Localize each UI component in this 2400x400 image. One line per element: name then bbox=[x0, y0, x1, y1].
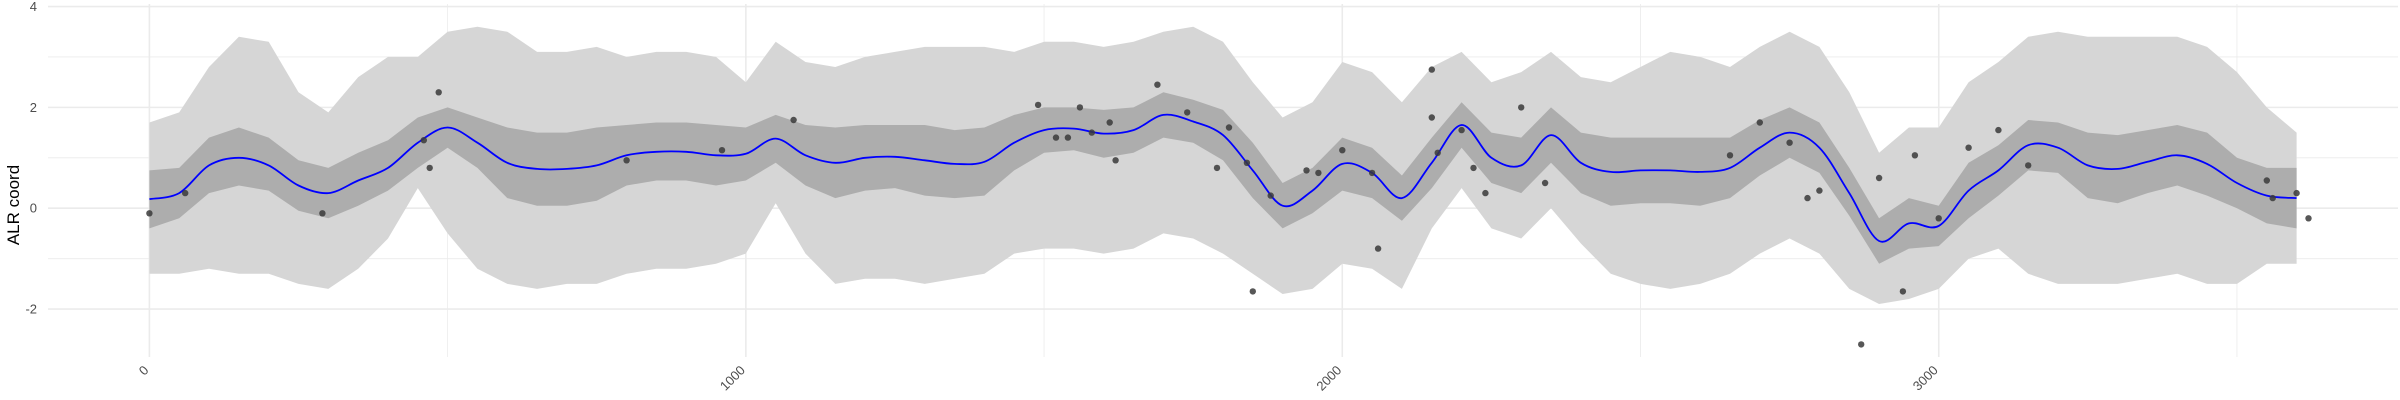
data-point bbox=[1076, 104, 1084, 111]
data-point bbox=[1428, 114, 1436, 121]
outer-interval-band bbox=[149, 26, 2297, 304]
data-point bbox=[2293, 189, 2300, 197]
data-point bbox=[1315, 169, 1322, 177]
y-tick-label: 0 bbox=[30, 201, 37, 216]
data-point bbox=[2269, 194, 2276, 202]
data-point bbox=[1339, 147, 1346, 154]
mean-line bbox=[149, 113, 2297, 243]
data-point bbox=[1106, 119, 1113, 126]
data-point bbox=[1249, 288, 1257, 295]
data-point bbox=[1112, 157, 1119, 164]
y-axis-title: ALR coord bbox=[4, 165, 23, 245]
data-point bbox=[790, 116, 797, 124]
data-point bbox=[2263, 177, 2270, 184]
data-point bbox=[2025, 162, 2032, 169]
data-point bbox=[146, 210, 153, 217]
data-point bbox=[1899, 288, 1907, 295]
data-point bbox=[420, 137, 427, 144]
data-point bbox=[1052, 134, 1060, 141]
data-point bbox=[435, 89, 442, 96]
data-point bbox=[1243, 159, 1251, 166]
data-point bbox=[1303, 167, 1310, 174]
point-layer bbox=[146, 66, 2312, 348]
data-point bbox=[182, 189, 189, 197]
data-point bbox=[623, 157, 630, 164]
data-point bbox=[1482, 189, 1489, 197]
line-layer bbox=[149, 113, 2297, 243]
data-point bbox=[426, 164, 433, 172]
data-point bbox=[1154, 81, 1161, 88]
data-point bbox=[1518, 104, 1525, 111]
x-tick-label: 3000 bbox=[1910, 362, 1941, 393]
data-point bbox=[2305, 215, 2312, 222]
data-point bbox=[1213, 164, 1221, 172]
data-point bbox=[1470, 164, 1477, 172]
data-point bbox=[1184, 109, 1191, 116]
inner-interval-band bbox=[149, 92, 2297, 264]
data-point bbox=[1088, 129, 1096, 136]
band-layer bbox=[149, 26, 2297, 304]
data-point bbox=[1858, 341, 1865, 348]
data-point bbox=[1995, 126, 2002, 134]
data-point bbox=[1034, 101, 1042, 109]
x-tick-label: 0 bbox=[136, 363, 152, 379]
data-point bbox=[1935, 215, 1942, 222]
data-point bbox=[1225, 124, 1233, 131]
data-point bbox=[1965, 144, 1972, 151]
data-point bbox=[1267, 192, 1274, 199]
y-tick-label: 2 bbox=[30, 100, 37, 115]
data-point bbox=[1458, 126, 1465, 134]
data-point bbox=[1064, 134, 1072, 141]
x-tick-label: 2000 bbox=[1313, 363, 1344, 394]
data-point bbox=[1541, 179, 1549, 187]
data-point bbox=[1786, 139, 1793, 146]
data-point bbox=[1756, 119, 1764, 126]
data-point bbox=[1911, 152, 1919, 159]
x-tick-label: 1000 bbox=[717, 362, 748, 393]
data-point bbox=[1726, 152, 1734, 159]
data-point bbox=[718, 147, 726, 154]
y-tick-label: 4 bbox=[30, 0, 37, 14]
data-point bbox=[1374, 245, 1382, 252]
data-point bbox=[319, 210, 326, 217]
data-point bbox=[1428, 66, 1436, 73]
data-point bbox=[1804, 194, 1811, 202]
data-point bbox=[1816, 187, 1823, 194]
data-point bbox=[1368, 169, 1376, 177]
data-point bbox=[1434, 149, 1441, 156]
data-point bbox=[1875, 174, 1883, 182]
y-tick-label: -2 bbox=[25, 302, 37, 317]
